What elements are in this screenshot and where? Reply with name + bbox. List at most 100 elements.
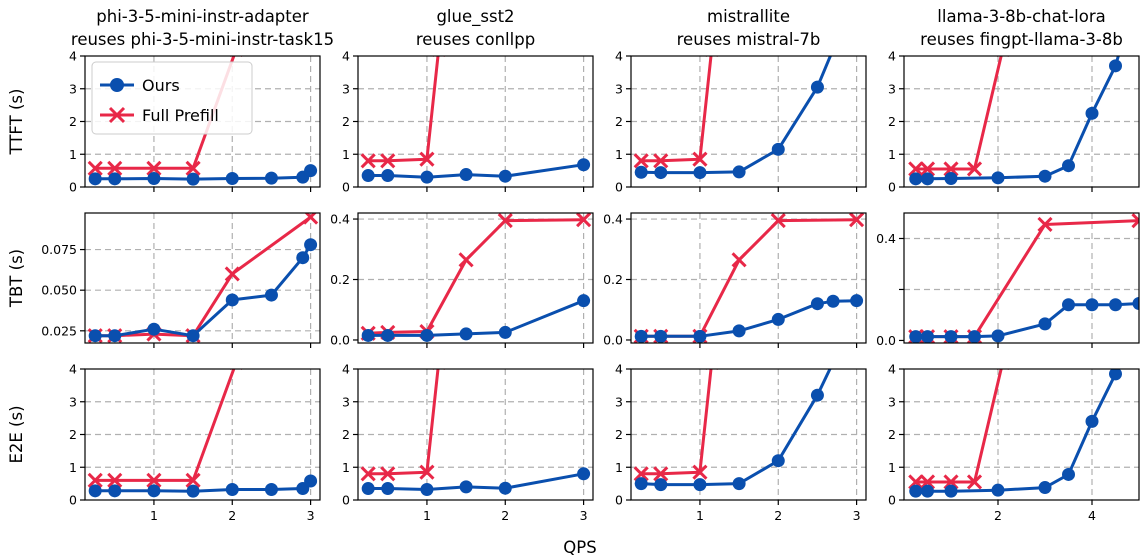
- y-tick-label: 3: [615, 394, 623, 409]
- series-full-prefill: [360, 213, 592, 341]
- data-point: [577, 158, 591, 172]
- y-tick-label: 0.2: [330, 272, 350, 287]
- series-full-prefill: [633, 213, 865, 343]
- series-ours: [634, 56, 832, 180]
- data-point: [771, 454, 785, 468]
- y-tick-label: 2: [342, 114, 350, 129]
- data-point: [186, 329, 200, 343]
- data-point: [943, 161, 959, 177]
- data-point: [921, 330, 934, 343]
- data-point: [633, 153, 649, 169]
- y-tick-label: 3: [888, 81, 896, 96]
- panel-r2-c1: 0 1 2 3 4 1 2 3: [342, 362, 594, 523]
- data-point: [108, 484, 122, 498]
- data-point: [459, 327, 473, 341]
- plot-frame: [903, 212, 1140, 344]
- gridlines: [631, 56, 866, 187]
- panel-title-line-2: reuses fingpt-llama-3-8b: [920, 30, 1123, 49]
- data-point: [420, 328, 434, 342]
- y-tick-label: 1: [888, 147, 896, 162]
- data-point: [419, 464, 435, 480]
- data-point: [634, 329, 648, 343]
- legend-ours-marker: [110, 78, 124, 92]
- data-point: [186, 172, 200, 186]
- data-point: [380, 466, 396, 482]
- data-point: [1109, 298, 1122, 312]
- panel-r2-c2: 0 1 2 3 4 1 2 3: [615, 362, 867, 523]
- y-tick-label: 0.4: [603, 212, 623, 227]
- x-axis-label: QPS: [563, 538, 596, 557]
- y-tick-label: 4: [615, 49, 623, 64]
- panel-r0-c2: 0 1 2 3 4 mistrallite reuses mistral-7b: [615, 7, 867, 195]
- series-line: [641, 218, 857, 338]
- y-tick-label: 0: [615, 180, 623, 195]
- y-tick-label: 1: [342, 147, 350, 162]
- data-point: [692, 151, 708, 167]
- data-point: [304, 238, 318, 252]
- series-line: [915, 302, 1139, 339]
- data-point: [1085, 106, 1099, 120]
- y-tick-label: 1: [69, 147, 77, 162]
- data-point: [705, 369, 719, 371]
- data-point: [497, 213, 513, 229]
- y-tick-label: 0: [342, 180, 350, 195]
- data-point: [654, 166, 668, 180]
- panel-r1-c1: 0.0 0.2 0.4: [330, 212, 594, 348]
- y-tick-label: 0: [615, 493, 623, 508]
- data-point: [147, 484, 161, 498]
- series-line: [95, 215, 312, 338]
- series-full-prefill: [908, 56, 1010, 177]
- x-tick-label: 4: [1088, 508, 1096, 523]
- series-full-prefill: [87, 213, 319, 343]
- gridlines: [85, 213, 320, 343]
- data-point: [770, 213, 786, 229]
- data-point: [108, 172, 122, 186]
- data-point: [921, 172, 934, 186]
- data-point: [381, 482, 395, 496]
- data-point: [968, 330, 981, 343]
- y-tick-label: 4: [888, 49, 896, 64]
- series-ours: [88, 238, 318, 343]
- gridlines: [358, 213, 593, 343]
- series-ours: [88, 164, 318, 186]
- data-point: [634, 477, 648, 491]
- data-point: [459, 480, 473, 494]
- y-tick-label: 4: [342, 49, 350, 64]
- series-ours: [361, 158, 591, 184]
- panel-r1-c0: 0.025 0.050 0.075 TBT (s): [7, 212, 321, 348]
- data-point: [296, 251, 310, 265]
- y-tick-label: 1: [342, 460, 350, 475]
- data-point: [919, 161, 936, 177]
- data-point: [944, 484, 958, 498]
- data-point: [185, 472, 201, 488]
- gridlines: [631, 369, 866, 500]
- y-tick-label: 3: [342, 394, 350, 409]
- data-point: [360, 153, 376, 169]
- y-tick-label: 2: [615, 427, 623, 442]
- panels: 0 1 2 3 4 phi-3-5-mini-instr-adapter reuses ph…: [7, 7, 1140, 523]
- data-point: [577, 467, 591, 481]
- data-point: [225, 483, 239, 497]
- y-tick-label: 4: [888, 362, 896, 377]
- data-point: [304, 164, 318, 178]
- series-ours: [361, 467, 591, 497]
- data-point: [264, 483, 278, 497]
- panel-r0-c3: 0 1 2 3 4 llama-3-8b-chat-lora reuses fingpt-l…: [888, 7, 1140, 195]
- data-point: [1131, 213, 1139, 229]
- data-point: [849, 213, 865, 228]
- panel-title-line-2: reuses mistral-7b: [677, 30, 821, 49]
- panel-r2-c3: 0 1 2 3 4 2 4: [888, 362, 1140, 523]
- gridlines: [358, 56, 593, 187]
- data-point: [909, 172, 923, 186]
- data-point: [732, 165, 746, 179]
- data-point: [361, 482, 375, 496]
- y-tick-label: 2: [69, 114, 77, 129]
- data-point: [944, 330, 958, 343]
- gridlines: [358, 369, 593, 500]
- series-line: [368, 369, 440, 476]
- data-point: [654, 329, 668, 343]
- y-tick-label: 2: [888, 114, 896, 129]
- x-tick-label: 2: [994, 508, 1002, 523]
- data-point: [577, 294, 591, 308]
